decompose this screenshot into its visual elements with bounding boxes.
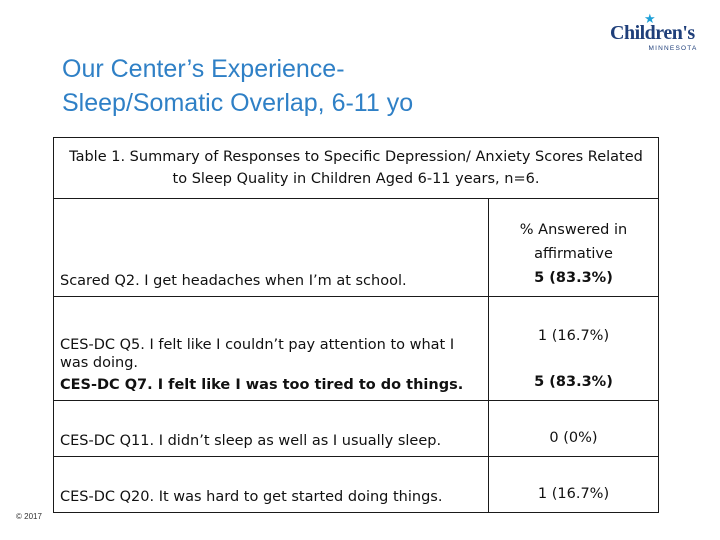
response-value: 5 (83.3%): [534, 374, 613, 390]
title-line-1: Our Center’s Experience-: [62, 55, 345, 83]
question-text: CES-DC Q5. I felt like I couldn’t pay at…: [60, 337, 455, 371]
table-row: CES-DC Q11. I didn’t sleep as well as I …: [53, 400, 659, 457]
table-caption-row: Table 1. Summary of Responses to Specifi…: [53, 137, 659, 199]
table-row: CES-DC Q20. It was hard to get started d…: [53, 456, 659, 513]
question-cell: CES-DC Q20. It was hard to get started d…: [53, 456, 489, 513]
question-cell: CES-DC Q11. I didn’t sleep as well as I …: [53, 400, 489, 457]
childrens-minnesota-logo: ★ Children's MINNESOTA: [610, 11, 710, 54]
response-value: 5 (83.3%): [534, 270, 613, 286]
slide-title: Our Center’s Experience- Sleep/Somatic O…: [62, 52, 413, 120]
column-header: % Answered in affirmative: [519, 222, 628, 262]
response-cell: 1 (16.7%): [488, 456, 659, 513]
question-text: CES-DC Q7. I felt like I was too tired t…: [60, 377, 464, 393]
table-caption: Table 1. Summary of Responses to Specifi…: [53, 137, 659, 199]
summary-table: Table 1. Summary of Responses to Specifi…: [53, 137, 659, 513]
copyright-notice: © 2017: [16, 512, 42, 521]
question-cell: Scared Q2. I get headaches when I’m at s…: [53, 198, 489, 297]
table-row: CES-DC Q5. I felt like I couldn’t pay at…: [53, 296, 659, 401]
title-line-2: Sleep/Somatic Overlap, 6-11 yo: [62, 89, 414, 117]
question-cell: CES-DC Q5. I felt like I couldn’t pay at…: [53, 296, 489, 401]
logo-name: Children's: [610, 22, 695, 44]
response-cell: 0 (0%): [488, 400, 659, 457]
star-icon: ★: [644, 11, 656, 26]
response-cell: % Answered in affirmative 5 (83.3%): [488, 198, 659, 297]
logo-subtitle: MINNESOTA: [648, 45, 698, 52]
response-value: 1 (16.7%): [537, 328, 610, 344]
table-row: Scared Q2. I get headaches when I’m at s…: [53, 198, 659, 297]
response-cell: 1 (16.7%) 5 (83.3%): [488, 296, 659, 401]
